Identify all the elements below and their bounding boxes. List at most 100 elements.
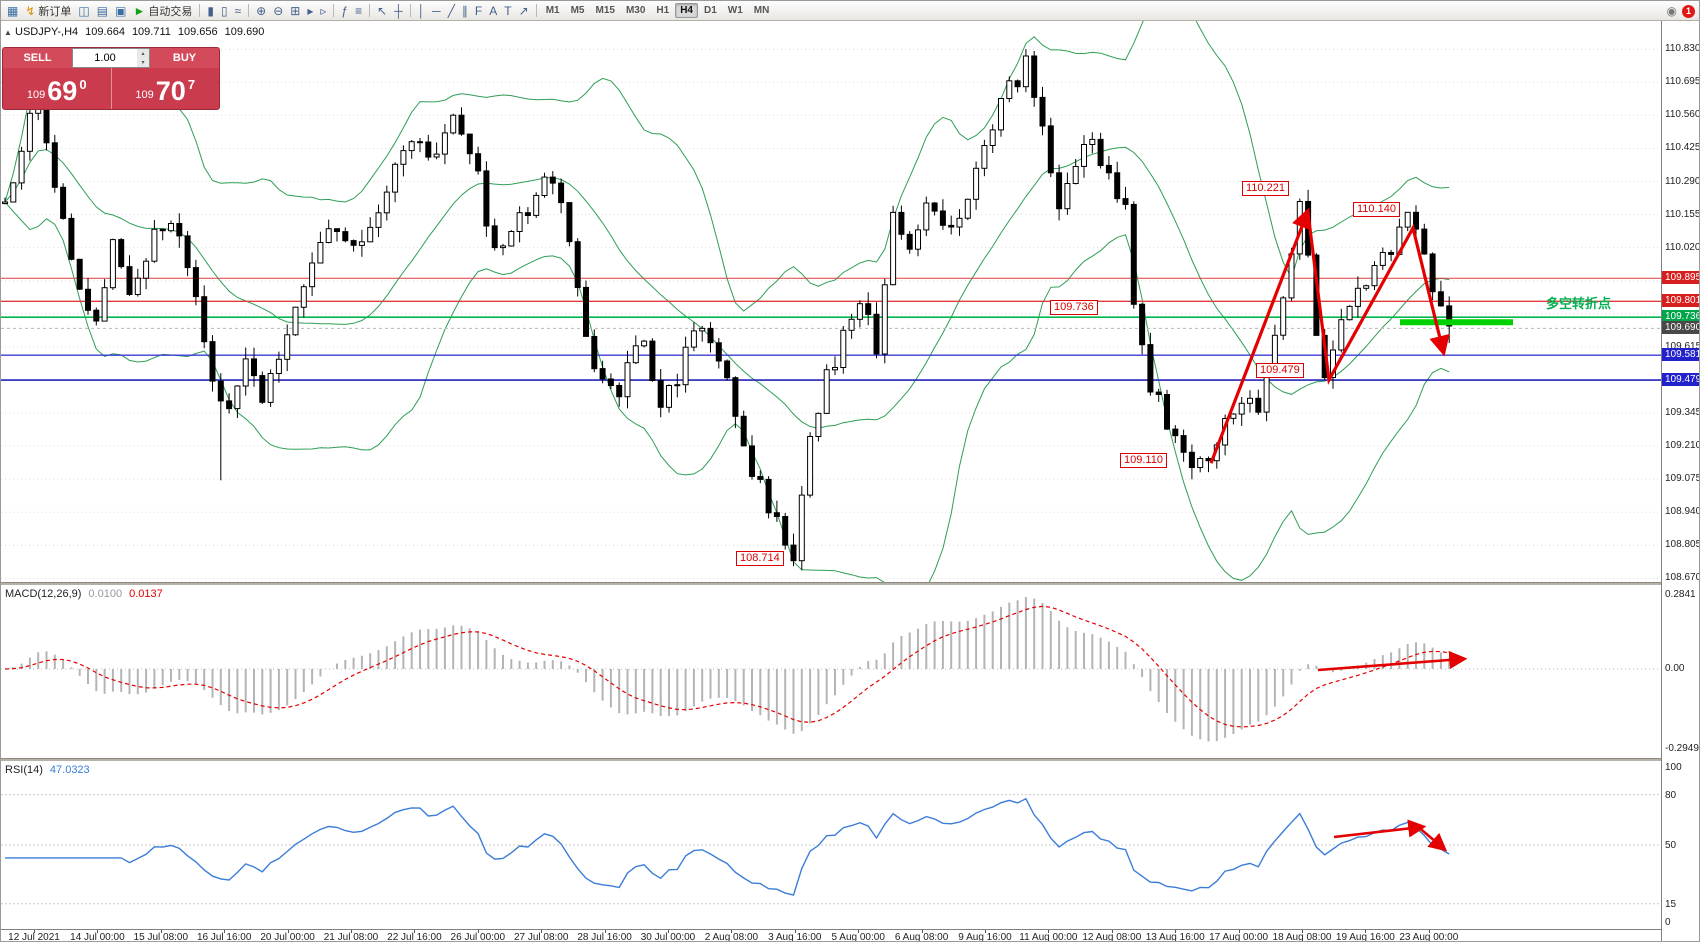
axis-label: 110.020 — [1665, 241, 1700, 253]
vertical-line-button[interactable]: │ — [415, 3, 429, 19]
axis-label: 108.670 — [1665, 572, 1700, 584]
time-tick — [794, 930, 796, 933]
one-click-toggle-icon[interactable]: ▲ — [4, 28, 12, 37]
timeframe-h1-button[interactable]: H1 — [656, 5, 670, 16]
time-label: 20 Jul 00:00 — [260, 932, 315, 942]
axis-label: 109.075 — [1665, 473, 1700, 485]
ohlc-close: 109.690 — [224, 26, 265, 38]
trade-panel-divider — [110, 68, 112, 109]
time-label: 21 Jul 08:00 — [323, 932, 379, 942]
time-tick — [160, 930, 162, 933]
notification-badge[interactable]: 1 — [1682, 4, 1695, 18]
bar-chart-button[interactable]: ▮ — [204, 3, 217, 19]
timeframe-m15-button[interactable]: M15 — [595, 5, 615, 16]
turning-point-label[interactable]: 多空转折点 — [1546, 296, 1612, 311]
autotrading-label: 自动交易 — [148, 5, 193, 18]
toolbar-separator — [199, 4, 201, 17]
price-annotation[interactable]: 110.140 — [1353, 202, 1400, 217]
sell-price-main: 69 — [47, 76, 78, 106]
market-watch-button[interactable]: ◫ — [75, 3, 92, 19]
auto-scroll-button[interactable]: ▸ — [304, 3, 316, 19]
timeframe-mn-button[interactable]: MN — [753, 5, 770, 16]
terminal-button[interactable]: ▣ — [112, 3, 129, 19]
trend-arrows[interactable] — [1209, 207, 1450, 464]
price-annotation[interactable]: 109.479 — [1256, 363, 1304, 378]
axis-label: 109.615 — [1665, 340, 1700, 352]
timeframe-m1-button[interactable]: M1 — [545, 5, 560, 16]
sell-price[interactable]: 109 69 0 — [3, 68, 111, 109]
panel-splitter[interactable] — [1, 582, 1661, 585]
macd-canvas[interactable] — [1, 585, 1661, 758]
time-axis[interactable]: 12 Jul 2021 14 Jul 00:00 15 Jul 08:00 16 Ju… — [1, 929, 1661, 942]
channel-icon: ∥ — [461, 3, 468, 18]
volume-down-button[interactable]: ▾ — [141, 60, 145, 66]
timeframe-w1-button[interactable]: W1 — [727, 5, 743, 16]
crosshair-button[interactable]: ┼ — [391, 3, 406, 19]
candles — [2, 49, 1453, 571]
time-label: 3 Aug 16:00 — [768, 932, 822, 942]
indicators-button[interactable]: ƒ — [338, 3, 351, 19]
rsi-value: 47.0323 — [49, 764, 90, 776]
rsi-line — [5, 797, 1450, 896]
axis-label: 110.155 — [1665, 208, 1700, 220]
timeframe-h4-button[interactable]: H4 — [675, 3, 698, 18]
price-axis[interactable]: 110.830 110.695 110.560 110.425 110.290 110.1… — [1661, 21, 1700, 941]
main-chart-canvas[interactable] — [1, 21, 1661, 582]
timeframe-m5-button[interactable]: M5 — [570, 5, 585, 16]
arrows-icon: ↗ — [518, 3, 529, 18]
buy-button[interactable]: BUY — [150, 48, 219, 68]
symbol-header: USDJPY-,H4 109.664 109.711 109.656 109.6… — [15, 26, 264, 38]
time-label: 13 Aug 16:00 — [1145, 932, 1205, 942]
price-annotation[interactable]: 110.221 — [1242, 181, 1289, 196]
auto-scroll-icon: ▸ — [307, 3, 314, 18]
timeframe-m30-button[interactable]: M30 — [625, 5, 646, 16]
candlestick-chart-button[interactable]: ▯ — [218, 3, 231, 19]
new-order-button[interactable]: ↯ 新订单 — [22, 3, 74, 19]
macd-arrow[interactable] — [1317, 650, 1468, 672]
price-annotation[interactable]: 109.736 — [1050, 300, 1098, 315]
text-button[interactable]: A — [486, 3, 500, 19]
line-chart-button[interactable]: ≈ — [232, 3, 245, 19]
time-label: 2 Aug 08:00 — [704, 932, 759, 942]
price-level-badge: 109.479 — [1662, 373, 1699, 387]
community-icon[interactable]: ◉ — [1666, 4, 1677, 18]
rsi-arrows[interactable] — [1333, 819, 1448, 852]
channel-button[interactable]: ∥ — [459, 3, 471, 19]
volume-input[interactable] — [73, 49, 137, 67]
time-tick — [477, 930, 479, 933]
label-button[interactable]: T — [501, 3, 514, 19]
horizontal-levels[interactable] — [1, 277, 1661, 381]
terminal-icon: ▣ — [115, 3, 127, 18]
axis-label: 50 — [1665, 840, 1677, 851]
templates-button[interactable]: ≡ — [352, 3, 365, 19]
axis-label: 100 — [1665, 762, 1682, 773]
price-annotation[interactable]: 108.714 — [736, 551, 784, 566]
timeframe-d1-button[interactable]: D1 — [704, 5, 717, 16]
bar-chart-icon: ▮ — [207, 3, 214, 18]
axis-label: 109.345 — [1665, 407, 1700, 418]
tile-windows-button[interactable]: ⊞ — [287, 3, 303, 19]
axis-label: 15 — [1665, 898, 1677, 910]
chart-shift-button[interactable]: ▹ — [317, 3, 329, 19]
axis-label: 109.210 — [1665, 440, 1700, 451]
new-chart-button[interactable]: ▦ — [4, 3, 21, 19]
price-annotation[interactable]: 109.110 — [1120, 453, 1167, 468]
arrows-button[interactable]: ↗ — [516, 3, 532, 19]
panel-splitter[interactable] — [1, 758, 1661, 761]
fibonacci-button[interactable]: F — [472, 3, 485, 19]
new-chart-icon: ▦ — [7, 3, 19, 18]
cursor-button[interactable]: ↖ — [374, 3, 390, 19]
trendline-button[interactable]: ╱ — [445, 3, 458, 19]
zoom-in-button[interactable]: ⊕ — [253, 3, 269, 19]
horizontal-line-button[interactable]: ─ — [429, 3, 444, 19]
zoom-out-button[interactable]: ⊖ — [270, 3, 286, 19]
volume-up-button[interactable]: ▴ — [141, 51, 145, 57]
macd-panel: MACD(12,26,9) 0.0100 0.0137 — [1, 585, 1661, 758]
rsi-canvas[interactable] — [1, 761, 1661, 929]
cursor-icon: ↖ — [377, 3, 388, 18]
buy-price[interactable]: 109 70 7 — [112, 68, 220, 109]
navigator-button[interactable]: ▤ — [94, 3, 111, 19]
zoom-out-icon: ⊖ — [273, 3, 284, 18]
sell-button[interactable]: SELL — [3, 48, 72, 68]
autotrading-button[interactable]: ► 自动交易 — [130, 3, 195, 19]
